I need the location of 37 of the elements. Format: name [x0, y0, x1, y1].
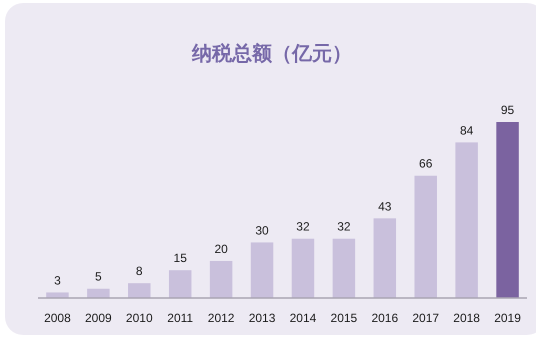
- x-tick-label: 2013: [248, 311, 276, 325]
- data-label: 95: [500, 103, 515, 117]
- bar: [455, 142, 478, 298]
- x-tick-label: 2008: [44, 311, 72, 325]
- bar: [168, 270, 192, 298]
- data-label: 43: [378, 199, 392, 214]
- bar: [374, 218, 396, 298]
- data-label: 32: [337, 220, 351, 234]
- data-label: 15: [174, 251, 188, 266]
- bar: [87, 288, 110, 298]
- x-tick-label: 2019: [494, 311, 522, 325]
- chart-title: 纳税总额（亿元）: [191, 41, 352, 65]
- bar: [496, 122, 519, 298]
- bar: [46, 292, 69, 298]
- data-label: 8: [136, 264, 143, 278]
- data-label: 66: [419, 156, 433, 171]
- data-label: 20: [214, 242, 228, 256]
- bar: [292, 238, 314, 298]
- bar: [210, 260, 232, 298]
- bar: [414, 176, 437, 298]
- data-label: 84: [460, 123, 474, 138]
- x-tick-label: 2016: [371, 311, 398, 325]
- bar: [250, 242, 274, 298]
- data-label: 32: [296, 220, 310, 234]
- data-label: 3: [54, 273, 62, 288]
- bar: [332, 238, 356, 298]
- data-label: 30: [255, 223, 270, 238]
- x-tick-label: 2010: [126, 311, 153, 325]
- x-tick-label: 2012: [208, 311, 235, 325]
- x-tick-label: 2018: [453, 311, 480, 325]
- bar: [128, 283, 151, 298]
- x-tick-label: 2017: [412, 311, 440, 325]
- x-tick-label: 2009: [85, 311, 112, 325]
- x-tick-label: 2014: [290, 311, 317, 325]
- x-tick-label: 2015: [330, 311, 358, 325]
- data-label: 5: [95, 270, 102, 284]
- x-tick-label: 2011: [167, 311, 194, 325]
